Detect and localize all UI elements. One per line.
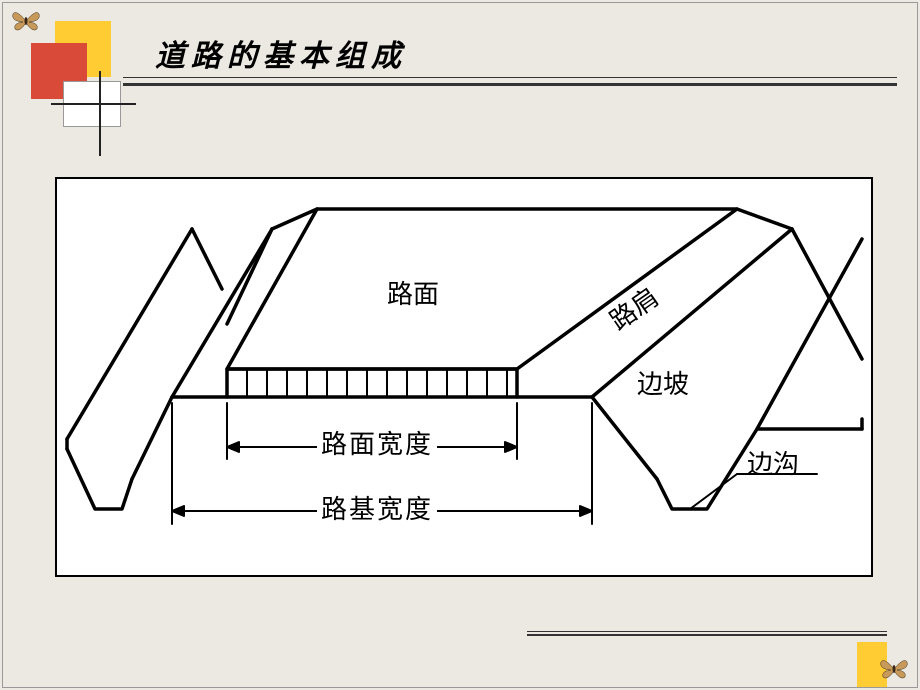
title-rule-thin [123,77,897,78]
road-diagram: 路面 路肩 边坡 路面宽度 路基宽度 边沟 [55,177,873,577]
butterfly-icon [11,9,41,33]
corner-decoration-bottom-right [417,607,917,687]
label-road-surface: 路面 [387,274,439,311]
label-side-slope: 边坡 [637,364,689,401]
slide-title: 道路的基本组成 [155,31,407,75]
road-cross-section-svg [57,179,871,575]
butterfly-icon [879,657,909,681]
label-side-ditch: 边沟 [747,444,799,481]
slide-frame: 道路的基本组成 [2,2,918,688]
label-surface-width: 路面宽度 [317,424,437,461]
label-subgrade-width: 路基宽度 [317,489,437,526]
title-rule-thick [123,83,897,86]
